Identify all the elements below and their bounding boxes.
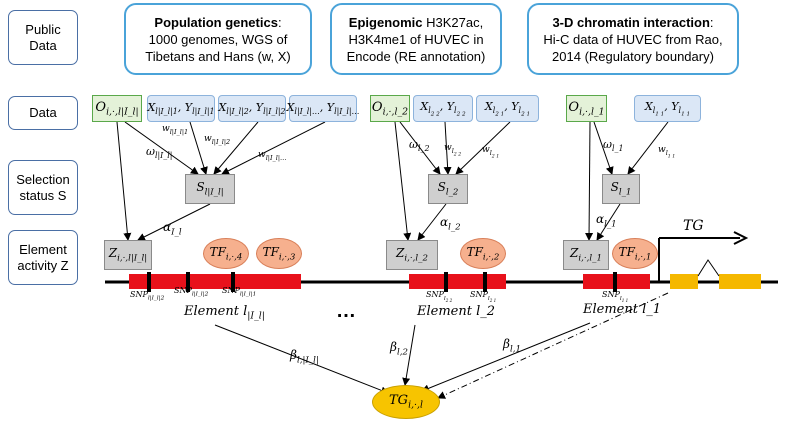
row-label-public-data: Public Data — [8, 10, 78, 65]
snp-label: SNPl1 1 — [602, 290, 629, 303]
row-label-data: Data — [8, 96, 78, 130]
omega-label: ωl_2 — [409, 138, 430, 154]
weight-label: wl2 1 — [482, 145, 500, 160]
tf-ellipse: TFi,·,2 — [460, 238, 506, 269]
element-l-I-bar — [129, 274, 301, 289]
public-sep: : — [277, 14, 282, 30]
element-label: Element l_2 — [417, 304, 496, 319]
tss-arrow — [658, 237, 740, 282]
tg-exon-1 — [670, 274, 698, 289]
alpha-label: αl_1 — [596, 212, 617, 230]
genotype-box: Xl1 1, Yl1 1 — [634, 95, 701, 122]
public-text: H3K27ac, H3K4me1 of HUVEC in Encode (RE … — [346, 14, 486, 64]
element-to-target-arrows — [214, 322, 591, 395]
weight-label: wl|I_l|… — [258, 150, 287, 162]
alpha-label: αI_l — [163, 220, 182, 238]
snp-label: SNPl|I_l|2 — [174, 286, 209, 298]
tg-exon-2 — [719, 274, 761, 289]
selection-box: Sl|I_l| — [185, 174, 235, 204]
to-activity-arrows — [116, 121, 621, 241]
genotype-box: Xl2 2, Yl2 2 — [413, 95, 473, 122]
public-title: Population genetics — [154, 14, 278, 30]
snp-ticks — [147, 272, 617, 292]
beta-label: βl,1 — [503, 337, 521, 355]
element-label: Element l_1 — [583, 302, 662, 317]
observation-box: Oi,·,l_1 — [566, 95, 607, 122]
public-sep: : — [709, 14, 714, 30]
genotype-box: Xl|I_l|2, Yl|I_l|2 — [218, 95, 286, 122]
public-text: 1000 genomes, WGS of Tibetans and Hans (… — [145, 31, 291, 64]
element-l2-bar — [409, 274, 506, 289]
element-label: Element l|I_l| — [184, 304, 265, 322]
tg-feedback-dashed — [437, 292, 669, 399]
weight-label: wl|I_l|1 — [162, 124, 189, 136]
activity-box: Zi,·,l_2 — [386, 240, 438, 270]
snp-label: SNPl2 2 — [426, 290, 453, 303]
row-label-activity: Element activity Z — [8, 230, 78, 285]
alpha-label: αl_2 — [440, 215, 461, 233]
snp-label: SNPl2 1 — [470, 290, 497, 303]
public-box-population-genetics: Population genetics: 1000 genomes, WGS o… — [124, 3, 312, 75]
ellipsis: … — [336, 300, 356, 322]
tf-ellipse: TFi,·,4 — [203, 238, 249, 269]
tf-ellipse: TFi,·,1 — [612, 238, 658, 269]
activity-box: Zi,·,l_1 — [563, 240, 609, 270]
weight-label: wl|I_l|2 — [204, 134, 231, 146]
target-gene-ellipse: TGi,·,l — [372, 385, 440, 419]
public-title: 3-D chromatin interaction — [552, 14, 710, 30]
beta-label: βl,|I_l| — [290, 348, 319, 366]
tf-ellipse: TFi,·,3 — [256, 238, 302, 269]
weight-label: wl2 2 — [444, 143, 462, 158]
public-box-epigenomic: Epigenomic H3K27ac, H3K4me1 of HUVEC in … — [330, 3, 502, 75]
row-label-selection: Selection status S — [8, 160, 78, 215]
genotype-box: Xl2 1, Yl2 1 — [476, 95, 539, 122]
selection-box: Sl_2 — [428, 174, 468, 204]
tg-intron — [697, 259, 720, 277]
public-box-3d-chromatin: 3-D chromatin interaction: Hi-C data of … — [527, 3, 739, 75]
genotype-box: Xl|I_l|1, Yl|I_l|1 — [147, 95, 215, 122]
omega-label: ωl_1 — [603, 138, 624, 154]
genotype-box: Xl|I_l|…, Yl|I_l|… — [287, 95, 359, 122]
selection-box: Sl_1 — [602, 174, 640, 204]
omega-label: ωl|I_l| — [146, 145, 173, 161]
activity-box: Zi,·,l|I_l| — [104, 240, 152, 270]
observation-box: Oi,·,l|I_l| — [92, 95, 142, 122]
data-to-selection-arrows — [124, 121, 669, 175]
snp-label: SNPl|I_l|2 — [130, 290, 165, 302]
public-title: Epigenomic — [348, 14, 423, 30]
weight-label: wl1 1 — [658, 145, 676, 160]
public-text: Hi-C data of HUVEC from Rao, 2014 (Regul… — [543, 31, 723, 64]
snp-label: SNPl|I_l|1 — [222, 286, 257, 298]
beta-label: βl,2 — [390, 340, 408, 358]
observation-box: Oi,·,l_2 — [370, 95, 410, 122]
tg-gene-label: TG — [683, 218, 704, 234]
